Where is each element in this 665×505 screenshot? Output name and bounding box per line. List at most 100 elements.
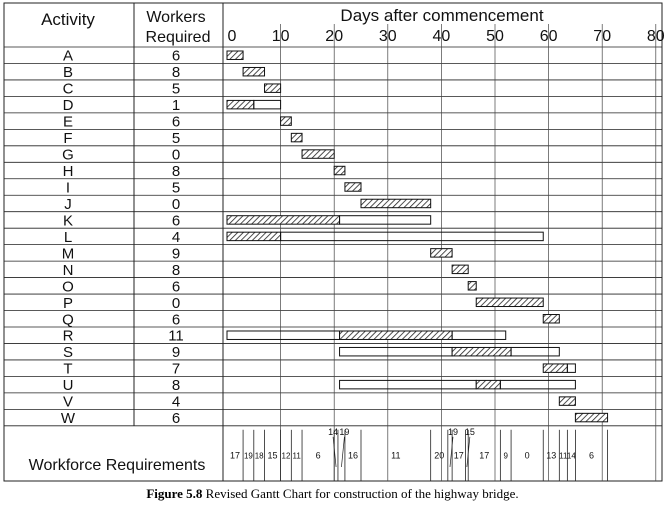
activity-label: F: [63, 130, 72, 147]
activity-bar: [226, 231, 282, 242]
header-days: Days after commencement: [340, 6, 543, 25]
activity-bar: [542, 314, 560, 324]
float-bar: [280, 231, 544, 242]
activity-label: V: [63, 394, 73, 411]
workers-required: 9: [172, 245, 180, 262]
activity-bar: [264, 83, 282, 93]
activity-label: L: [64, 229, 72, 246]
caption-label: Figure 5.8: [146, 486, 203, 501]
workforce-value: 19: [244, 451, 253, 460]
workers-required: 6: [172, 48, 180, 65]
workers-required: 4: [172, 229, 180, 246]
workforce-value: 20: [434, 450, 444, 460]
activity-label: D: [63, 97, 74, 114]
activity-label: N: [63, 262, 74, 279]
activity-bars: [226, 50, 609, 423]
float-bar: [510, 346, 560, 357]
workforce-value: 17: [479, 450, 489, 460]
workforce-leader: [332, 436, 337, 468]
activity-label: O: [62, 278, 74, 295]
workforce-leader: [449, 436, 454, 468]
workers-required: 0: [172, 147, 180, 164]
activity-label: R: [63, 328, 74, 345]
workers-required: 0: [172, 196, 180, 213]
workers-required: 6: [172, 212, 180, 229]
workforce-value: 11: [293, 451, 302, 460]
header-activity: Activity: [41, 10, 95, 29]
workforce-label: Workforce Requirements: [29, 457, 206, 474]
workers-required: 8: [172, 377, 180, 394]
workers-required: 6: [172, 410, 180, 427]
grid-lines: [3, 2, 663, 482]
workforce-value: 13: [546, 450, 556, 460]
x-tick-label: 20: [325, 28, 343, 45]
workforce-value: 19: [448, 427, 458, 437]
workers-required: 6: [172, 311, 180, 328]
activity-label: I: [66, 179, 70, 196]
activity-label: B: [63, 64, 73, 81]
activity-bar: [430, 248, 453, 258]
activity-bar: [451, 346, 512, 357]
activity-label: C: [63, 81, 74, 98]
workforce-value: 17: [454, 450, 464, 460]
float-bar: [566, 363, 576, 373]
activity-bar: [344, 182, 362, 192]
workforce-value: 15: [268, 450, 278, 460]
workforce-value: 11: [391, 450, 400, 460]
float-bar: [339, 379, 477, 390]
header-workers-line1: Workers: [146, 9, 205, 26]
activity-bar: [558, 396, 576, 406]
activity-label: A: [63, 48, 73, 65]
activity-bar: [226, 99, 255, 110]
activity-bar: [290, 132, 303, 143]
activity-label: M: [62, 245, 75, 262]
activity-bar: [467, 281, 477, 291]
workforce-value: 9: [503, 451, 508, 460]
header-workers-line2: Required: [146, 29, 211, 46]
activity-bar: [574, 412, 609, 423]
workforce-value: 11: [559, 451, 568, 460]
workers-required: 4: [172, 394, 180, 411]
workers-required: 8: [172, 262, 180, 279]
workers-required: 9: [172, 344, 180, 361]
activity-bar: [333, 165, 346, 176]
workers-required: 6: [172, 278, 180, 295]
activity-bar: [226, 215, 341, 225]
workers-required: 8: [172, 163, 180, 180]
workforce-value: 14: [328, 427, 338, 437]
caption-text: Revised Gantt Chart for construction of …: [202, 486, 519, 501]
x-axis-ticks: 0 10 20 30 40 50 60 70 80: [228, 28, 665, 45]
workforce-value: 18: [255, 451, 264, 460]
activity-label: Q: [62, 311, 74, 328]
x-tick-label: 70: [593, 28, 611, 45]
x-tick-label: 30: [379, 28, 397, 45]
workforce-leader: [341, 436, 345, 468]
x-tick-label: 80: [647, 28, 665, 45]
activity-bar: [360, 198, 432, 209]
workers-required: 1: [172, 97, 180, 114]
float-bar: [451, 330, 507, 340]
float-bar: [339, 215, 432, 225]
x-tick-label: 60: [540, 28, 558, 45]
activity-label: E: [63, 114, 73, 131]
workforce-value: 12: [282, 451, 291, 460]
workforce-value: 16: [348, 450, 358, 460]
x-tick-label: 50: [486, 28, 504, 45]
workers-required: 11: [168, 328, 184, 345]
activity-label: P: [63, 295, 73, 312]
column-headers: Activity Workers Required Days after com…: [41, 6, 544, 46]
workforce-row: Workforce Requirements 17 19 18 15 12 11 614 19…: [29, 427, 608, 481]
workers-required: 7: [172, 361, 180, 378]
x-tick-label: 0: [228, 28, 237, 45]
workers-required: 0: [172, 295, 180, 312]
float-bar: [226, 330, 341, 340]
figure-caption: Figure 5.8 Revised Gantt Chart for const…: [0, 486, 665, 502]
float-bar: [253, 99, 282, 110]
workers-required: 5: [172, 81, 180, 98]
gantt-chart: Activity Workers Required Days after com…: [3, 2, 665, 482]
activity-bar: [451, 264, 469, 275]
activity-label: W: [61, 410, 76, 427]
activity-label: U: [63, 377, 74, 394]
activity-bar: [226, 50, 244, 60]
table-frame: [3, 2, 663, 482]
